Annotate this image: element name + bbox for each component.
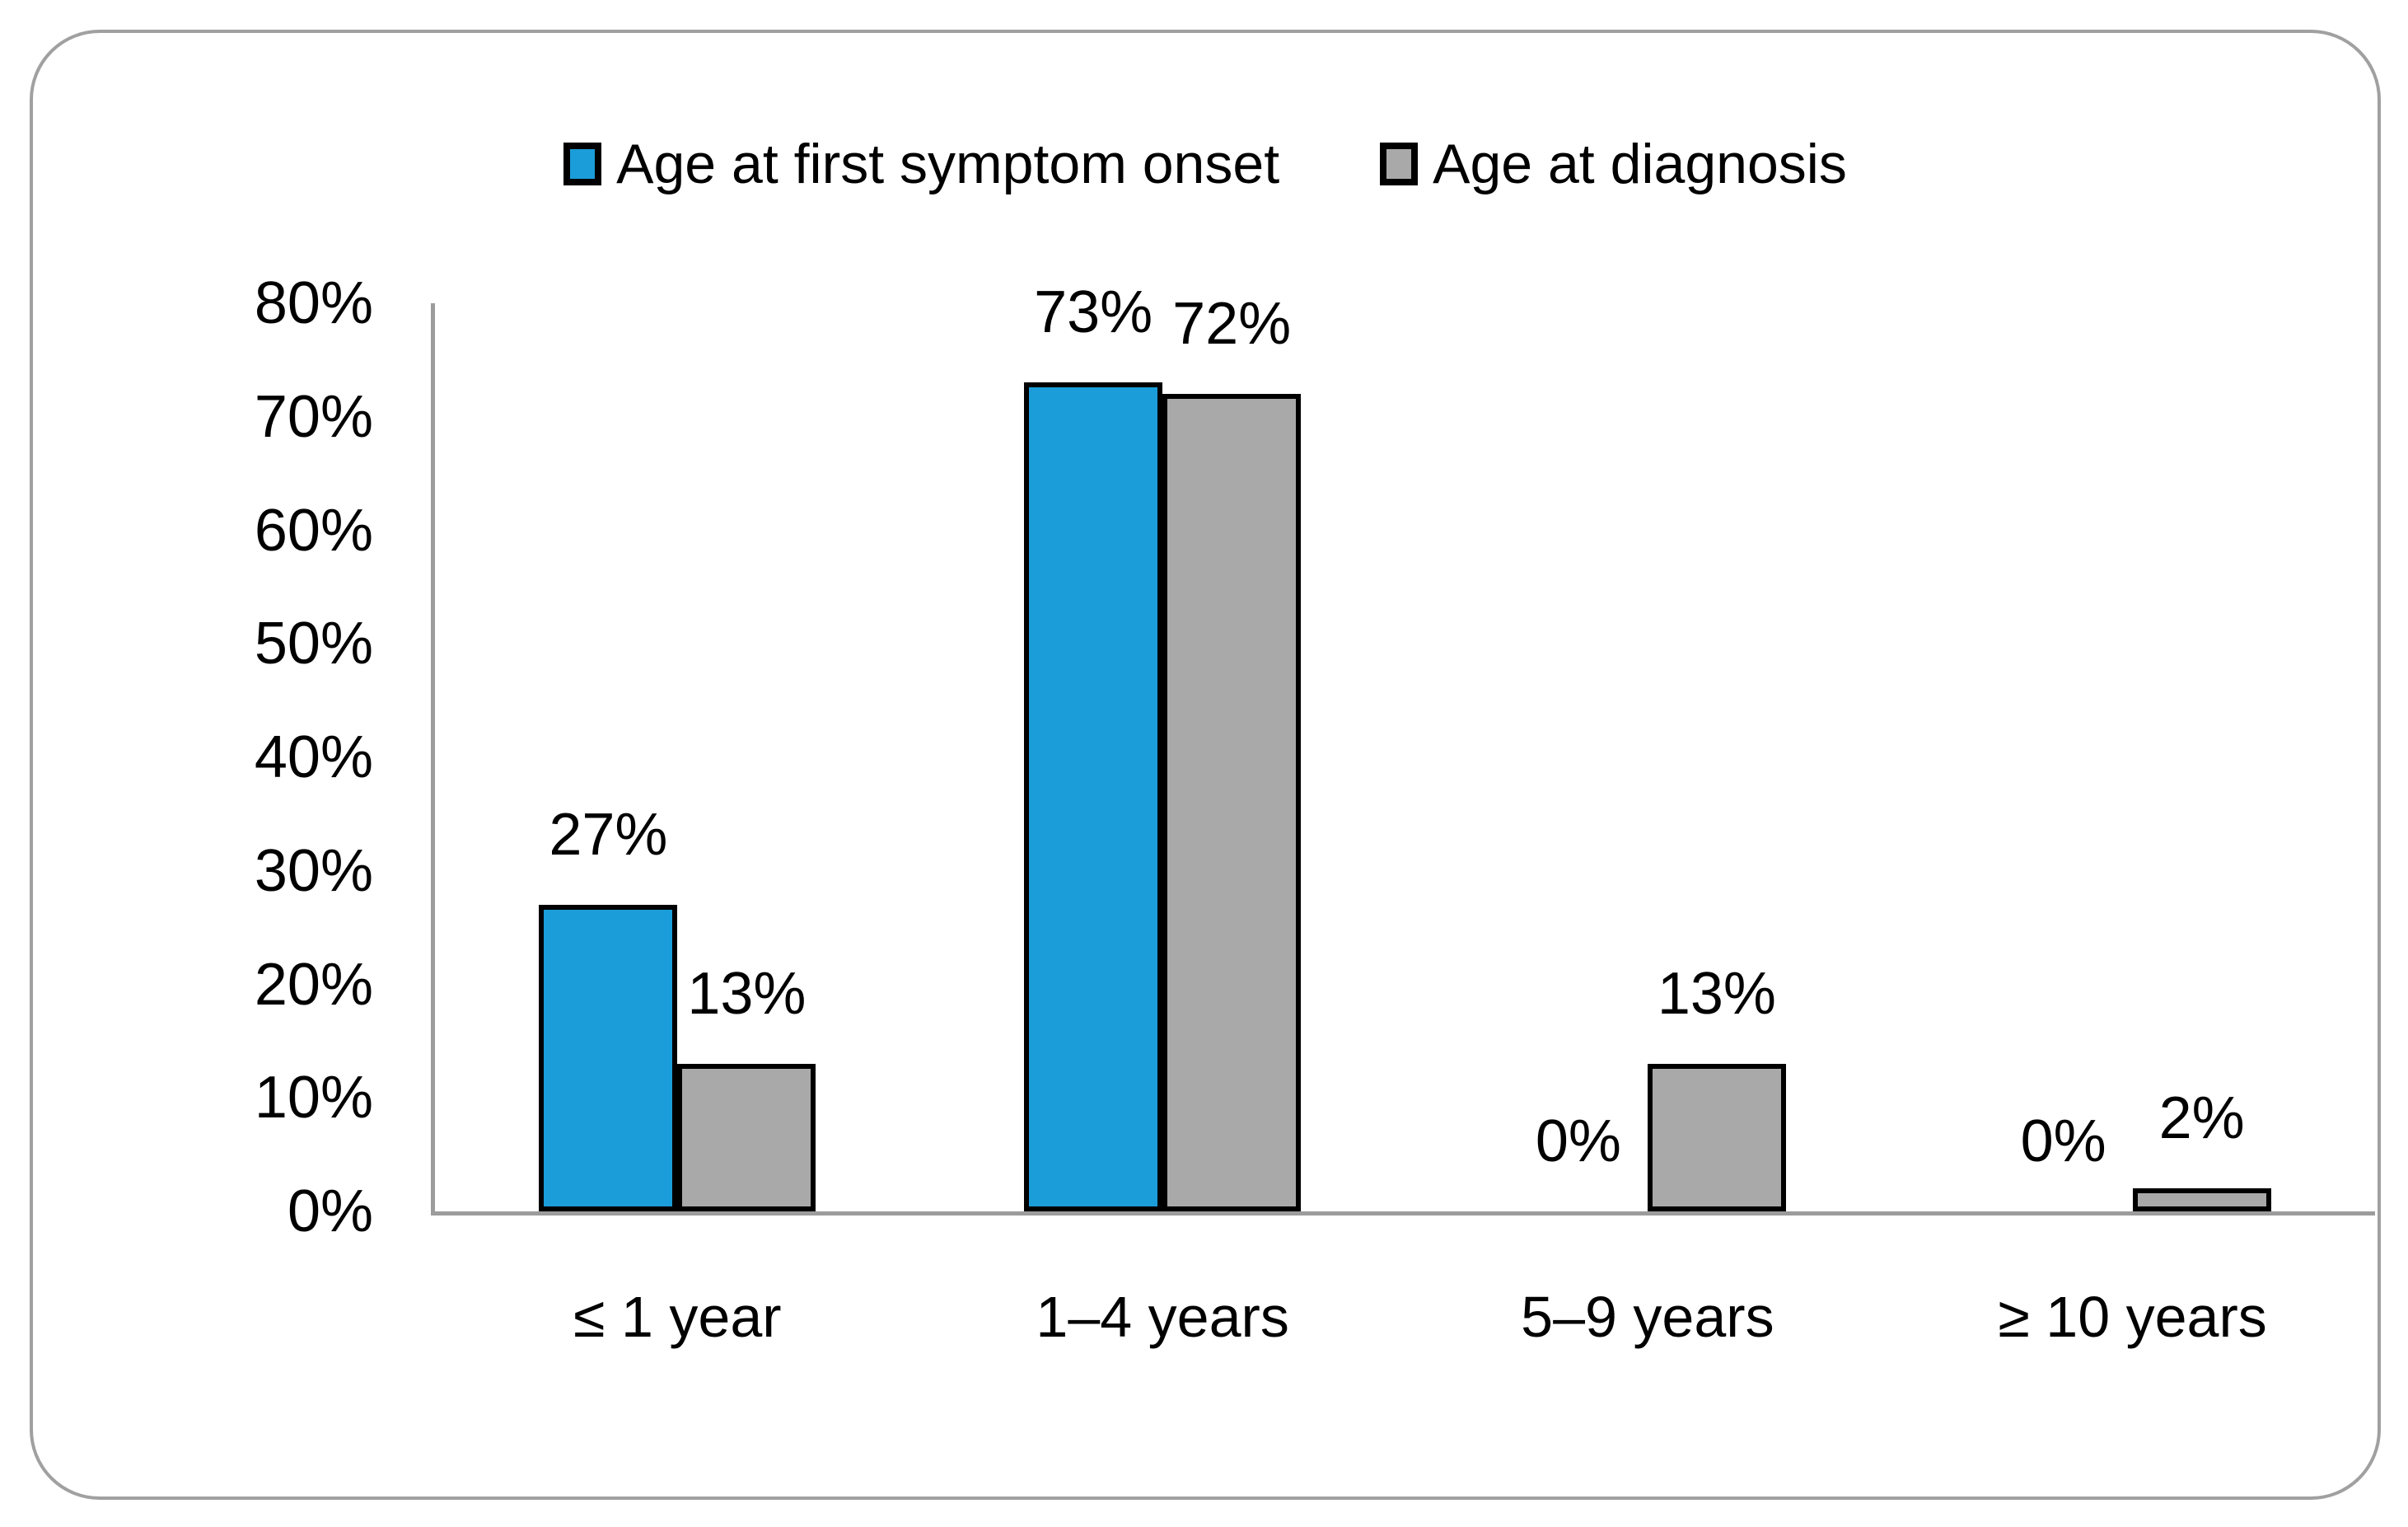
x-axis-label: ≥ 10 years	[1998, 1285, 2267, 1349]
bar-diagnosis-4	[2132, 1188, 2271, 1211]
y-tick-label: 50%	[254, 611, 373, 677]
x-axis-label: 1–4 years	[1036, 1285, 1289, 1349]
y-tick-label: 40%	[254, 724, 373, 790]
x-axis-label: ≤ 1 year	[573, 1285, 782, 1349]
y-tick-label: 80%	[254, 270, 373, 336]
legend-label-diagnosis: Age at diagnosis	[1433, 133, 1847, 195]
bar-diagnosis-3	[1647, 1063, 1786, 1211]
legend-item-diagnosis: Age at diagnosis	[1380, 133, 1847, 195]
x-axis-label: 5–9 years	[1521, 1285, 1774, 1349]
bar-symptom-onset-1	[539, 905, 678, 1211]
bar-diagnosis-1	[677, 1063, 816, 1211]
bar-diagnosis-2	[1162, 394, 1302, 1211]
y-tick-label: 30%	[254, 837, 373, 904]
data-label-diagnosis-2: 72%	[1172, 291, 1292, 358]
legend-item-symptom-onset: Age at first symptom onset	[563, 133, 1279, 195]
data-label-symptom-onset-3: 0%	[1535, 1108, 1621, 1174]
plot-area: 0% 10% 20% 30% 40% 50% 60% 70% 80% ≤ 1 year 27% 13%…	[255, 274, 2375, 1349]
x-axis-line	[431, 1211, 2375, 1216]
data-label-diagnosis-3: 13%	[1657, 960, 1776, 1027]
data-label-symptom-onset-2: 73%	[1034, 279, 1153, 346]
data-label-diagnosis-1: 13%	[687, 960, 807, 1027]
y-tick-label: 70%	[254, 383, 373, 450]
chart-card: Age at first symptom onset Age at diagno…	[30, 30, 2381, 1500]
y-tick-label: 20%	[254, 951, 373, 1018]
y-tick-label: 60%	[254, 497, 373, 564]
legend-label-symptom-onset: Age at first symptom onset	[616, 133, 1280, 195]
data-label-diagnosis-4: 2%	[2158, 1085, 2245, 1152]
data-label-symptom-onset-1: 27%	[549, 802, 668, 869]
legend-swatch-diagnosis-icon	[1380, 143, 1419, 186]
y-tick-label: 0%	[287, 1178, 373, 1244]
legend-swatch-symptom-onset-icon	[563, 143, 602, 186]
bar-symptom-onset-2	[1024, 382, 1163, 1211]
legend: Age at first symptom onset Age at diagno…	[33, 133, 2378, 195]
data-label-symptom-onset-4: 0%	[2020, 1108, 2106, 1174]
y-axis-line	[431, 303, 435, 1211]
y-tick-label: 10%	[254, 1065, 373, 1131]
